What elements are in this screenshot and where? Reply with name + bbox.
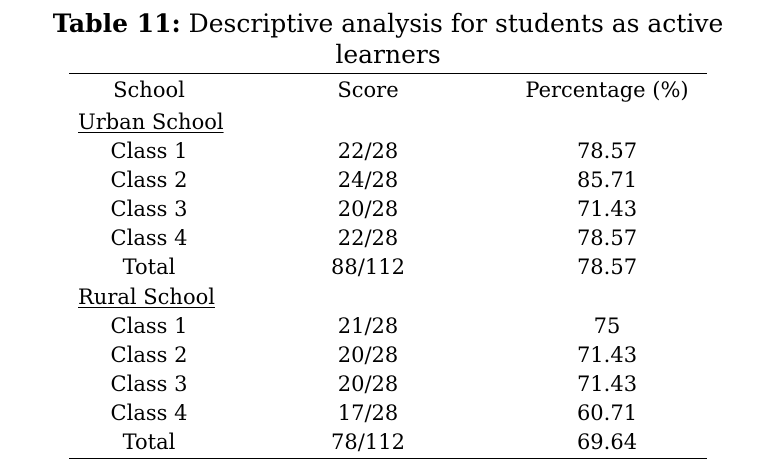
section-heading-urban: Urban School <box>0 108 776 137</box>
row-school-cell: Class 4 <box>110 226 188 250</box>
table-row: Class 3 20/28 71.43 <box>0 195 776 224</box>
table-bottom-rule <box>69 458 707 459</box>
table-row: Class 4 17/28 60.71 <box>0 399 776 428</box>
table-row-total: Total 78/112 69.64 <box>0 428 776 457</box>
table-header-row: School Score Percentage (%) <box>0 76 776 105</box>
row-score-cell: 20/28 <box>337 343 399 367</box>
table-caption-text-line2: learners <box>335 40 441 69</box>
row-percentage-cell: 71.43 <box>576 197 638 221</box>
row-school-cell: Class 2 <box>110 168 188 192</box>
row-school-cell: Class 2 <box>110 343 188 367</box>
table-caption-text: Descriptive analysis for students as act… <box>180 9 724 38</box>
row-score-cell: 88/112 <box>331 255 405 279</box>
row-score-cell: 21/28 <box>337 314 399 338</box>
row-score-cell: 17/28 <box>337 401 399 425</box>
row-percentage-cell: 78.57 <box>576 226 638 250</box>
table-row: Class 2 24/28 85.71 <box>0 166 776 195</box>
row-score-cell: 20/28 <box>337 372 399 396</box>
table-row: Class 1 21/28 75 <box>0 312 776 341</box>
row-school-cell: Class 3 <box>110 372 188 396</box>
column-header-percentage: Percentage (%) <box>525 78 689 102</box>
row-school-cell: Total <box>122 430 176 454</box>
row-school-cell: Class 1 <box>110 139 188 163</box>
row-percentage-cell: 78.57 <box>576 139 638 163</box>
table-caption-label: Table 11: <box>52 9 181 38</box>
row-score-cell: 78/112 <box>331 430 405 454</box>
table-top-rule <box>69 73 707 74</box>
table-row: Class 1 22/28 78.57 <box>0 137 776 166</box>
table-row: Class 4 22/28 78.57 <box>0 224 776 253</box>
table-row: Class 3 20/28 71.43 <box>0 370 776 399</box>
row-percentage-cell: 60.71 <box>576 401 638 425</box>
column-header-school: School <box>113 78 185 102</box>
row-percentage-cell: 71.43 <box>576 372 638 396</box>
row-school-cell: Class 3 <box>110 197 188 221</box>
table-caption: Table 11: Descriptive analysis for stude… <box>0 8 776 70</box>
row-percentage-cell: 75 <box>593 314 621 338</box>
row-percentage-cell: 69.64 <box>576 430 638 454</box>
table-row: Class 2 20/28 71.43 <box>0 341 776 370</box>
column-header-score: Score <box>337 78 399 102</box>
row-percentage-cell: 78.57 <box>576 255 638 279</box>
row-score-cell: 20/28 <box>337 197 399 221</box>
row-school-cell: Class 4 <box>110 401 188 425</box>
row-school-cell: Class 1 <box>110 314 188 338</box>
section-label: Rural School <box>78 285 215 309</box>
row-score-cell: 24/28 <box>337 168 399 192</box>
row-percentage-cell: 85.71 <box>576 168 638 192</box>
section-label: Urban School <box>78 110 224 134</box>
row-school-cell: Total <box>122 255 176 279</box>
section-heading-rural: Rural School <box>0 283 776 312</box>
row-score-cell: 22/28 <box>337 139 399 163</box>
row-percentage-cell: 71.43 <box>576 343 638 367</box>
table-row-total: Total 88/112 78.57 <box>0 253 776 282</box>
row-score-cell: 22/28 <box>337 226 399 250</box>
